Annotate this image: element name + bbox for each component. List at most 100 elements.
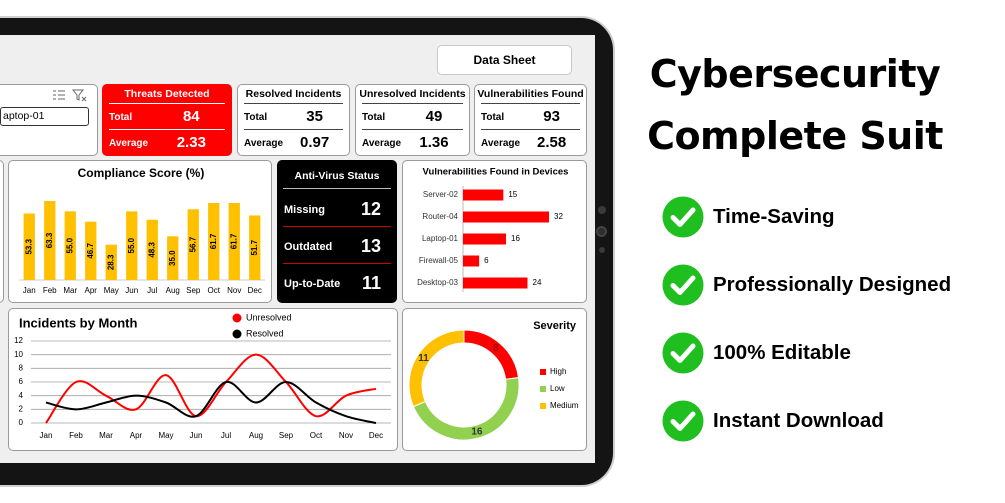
bar xyxy=(463,255,480,267)
y-tick-label: Server-02 xyxy=(423,190,459,199)
device-selector[interactable]: aptop-01 xyxy=(0,107,89,126)
legend-marker xyxy=(540,369,546,375)
y-tick-label: 0 xyxy=(19,418,24,427)
legend-label: Medium xyxy=(550,401,579,410)
partial-card xyxy=(0,160,4,303)
x-tick-label: May xyxy=(158,431,173,440)
check-mark xyxy=(670,275,696,295)
kpi-card: Threats Detected Total 84 Average 2.33 xyxy=(102,84,232,156)
kpi-label: Average xyxy=(244,138,284,149)
status-label: Up-to-Date xyxy=(284,278,341,290)
chart-title: Incidents by Month xyxy=(19,315,138,330)
check-icon xyxy=(662,196,704,238)
bar xyxy=(463,277,528,289)
data-label: 35.0 xyxy=(168,250,177,266)
data-label: 56.7 xyxy=(188,236,197,252)
kpi-value: 0.97 xyxy=(299,134,330,151)
x-tick-label: Nov xyxy=(339,431,353,440)
bar xyxy=(228,202,240,280)
y-tick-label: Router-04 xyxy=(422,212,458,221)
chart-title: Compliance Score (%) xyxy=(78,166,205,180)
bar xyxy=(463,211,549,223)
bar xyxy=(187,209,199,280)
x-tick-label: May xyxy=(104,286,119,295)
check-circle xyxy=(662,264,704,306)
kpi-title: Threats Detected xyxy=(124,88,210,100)
status-value: 13 xyxy=(360,236,381,256)
y-tick-label: Desktop-03 xyxy=(417,278,458,287)
data-label: 6 xyxy=(484,256,489,265)
bar xyxy=(463,189,504,201)
legend-marker xyxy=(540,386,546,392)
separator xyxy=(109,129,225,130)
legend-marker xyxy=(540,403,546,409)
tablet-sensor xyxy=(598,206,606,214)
bar xyxy=(167,236,179,280)
kpi-value: 2.58 xyxy=(536,134,567,151)
x-tick-label: Feb xyxy=(69,431,83,440)
x-tick-label: Mar xyxy=(63,286,77,295)
y-tick-label: 12 xyxy=(14,336,23,345)
separator xyxy=(244,103,343,104)
x-tick-label: Nov xyxy=(227,286,241,295)
slicer-icons xyxy=(53,89,87,102)
x-tick-label: Oct xyxy=(208,286,221,295)
check-mark xyxy=(670,207,696,227)
check-mark xyxy=(670,411,696,431)
bar xyxy=(249,215,261,280)
vulnerability-chart: Vulnerabilities Found in Devices Server-0… xyxy=(402,160,587,303)
data-label: 51.7 xyxy=(250,239,259,255)
data-label: 63.3 xyxy=(45,232,54,248)
x-tick-label: Dec xyxy=(369,431,383,440)
data-label: 46.7 xyxy=(86,243,95,259)
status-value: 12 xyxy=(360,199,381,219)
separator xyxy=(109,103,225,104)
x-tick-label: Sep xyxy=(186,286,201,295)
check-icon xyxy=(662,264,704,306)
antivirus-card: Anti-Virus Status Missing 12 Outdated 13 Up-… xyxy=(277,160,397,303)
separator xyxy=(283,188,391,189)
kpi-value: 49 xyxy=(425,108,443,125)
kpi-value: 35 xyxy=(306,108,323,125)
incidents-chart: Incidents by Month 0 2 4 6 8 10 12 Jan Feb Mar Apr M… xyxy=(8,308,398,451)
series-line xyxy=(45,353,377,424)
data-label: 48.3 xyxy=(147,242,156,258)
y-tick-label: Laptop-01 xyxy=(422,234,459,243)
feature-text: 100% Editable xyxy=(713,341,851,364)
x-tick-label: Mar xyxy=(99,431,113,440)
data-label: 32 xyxy=(554,212,563,221)
tablet-sensor xyxy=(599,247,605,253)
bar xyxy=(126,211,138,280)
donut-segment xyxy=(408,329,465,408)
data-sheet-button[interactable]: Data Sheet xyxy=(437,45,572,75)
y-tick-label: 4 xyxy=(19,391,24,400)
x-tick-label: Jul xyxy=(147,286,157,295)
bar xyxy=(105,244,117,280)
y-tick-label: 2 xyxy=(19,404,24,413)
y-tick-label: 10 xyxy=(14,350,23,359)
x-tick-label: Aug xyxy=(249,431,263,440)
y-tick-label: 6 xyxy=(19,377,24,386)
data-label: 15 xyxy=(508,190,517,199)
bar xyxy=(208,202,220,280)
legend-label: Resolved xyxy=(246,328,284,338)
promo-title: Cybersecurity xyxy=(649,52,941,96)
data-label: 28.3 xyxy=(106,254,115,270)
check-circle xyxy=(662,400,704,442)
x-tick-label: Apr xyxy=(85,286,98,295)
x-tick-label: Dec xyxy=(248,286,262,295)
antivirus-title: Anti-Virus Status xyxy=(294,170,380,182)
separator xyxy=(362,103,463,104)
legend-marker xyxy=(232,329,242,339)
series-line xyxy=(45,380,377,424)
kpi-title: Vulnerabilities Found xyxy=(477,88,584,100)
data-label: 55.0 xyxy=(65,237,74,253)
x-tick-label: Apr xyxy=(130,431,143,440)
bar xyxy=(44,201,56,280)
kpi-card: Vulnerabilities Found Total 93 Average 2.58 xyxy=(474,84,587,156)
kpi-title: Resolved Incidents xyxy=(245,88,342,100)
bar xyxy=(146,219,158,280)
separator xyxy=(481,103,580,104)
x-tick-label: Oct xyxy=(310,431,323,440)
donut-segment xyxy=(412,377,520,441)
